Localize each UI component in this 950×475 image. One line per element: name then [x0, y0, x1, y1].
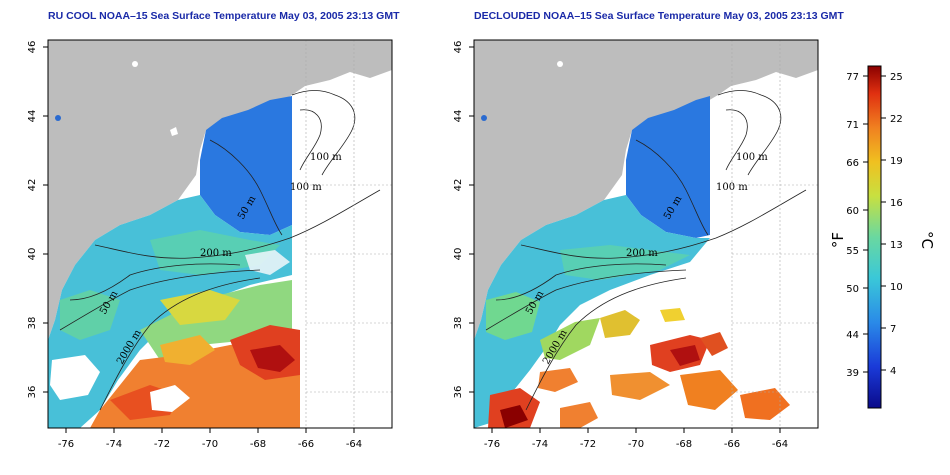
x-tick: -64: [772, 439, 788, 450]
x-tick: -70: [628, 439, 644, 450]
x-tick: -74: [106, 439, 122, 450]
colorbar-f-tick: 60: [846, 206, 859, 217]
land-mass: [474, 40, 818, 340]
x-tick: -64: [346, 439, 362, 450]
y-tick: 42: [27, 179, 38, 192]
x-tick: -68: [676, 439, 692, 450]
colorbar-f-tick: 77: [846, 72, 859, 83]
axis-left: -76 -74 -72 -70 -68 -66 -64 46 44 42 40 …: [27, 41, 362, 450]
y-tick: 46: [27, 41, 38, 54]
sst-gulf-of-maine: [200, 96, 292, 235]
x-tick: -66: [298, 439, 314, 450]
sst-map-left: 100 m 100 m 200 m 50 m 50 m 2000 m: [47, 39, 393, 429]
colorbar-c-tick: 7: [890, 324, 896, 335]
x-tick: -66: [724, 439, 740, 450]
colorbar-f-tick: 50: [846, 284, 859, 295]
colorbar-f-tick: 55: [846, 246, 859, 257]
colorbar-f-tick: 44: [846, 330, 859, 341]
axis-right: -76 -74 -72 -70 -68 -66 -64 46 44 42 40 …: [453, 41, 788, 450]
x-tick: -76: [484, 439, 500, 450]
colorbar-c-tick: 22: [890, 114, 903, 125]
colorbar-c-tick: 19: [890, 156, 903, 167]
sst-map-right: 100 m 100 m 200 m 50 m 50 m 2000 m: [473, 39, 819, 429]
y-tick: 46: [453, 41, 464, 54]
y-tick: 44: [453, 110, 464, 123]
y-tick: 42: [453, 179, 464, 192]
colorbar-f-tick: 39: [846, 368, 859, 379]
contour-label: 100 m: [736, 152, 768, 163]
y-tick: 36: [27, 386, 38, 399]
colorbar-c-tick: 13: [890, 240, 903, 251]
contour-label: 100 m: [310, 152, 342, 163]
y-tick: 38: [453, 317, 464, 330]
x-tick: -72: [580, 439, 596, 450]
x-tick: -68: [250, 439, 266, 450]
y-tick: 44: [27, 110, 38, 123]
contour-label: 100 m: [290, 182, 322, 193]
x-tick: -74: [532, 439, 548, 450]
contour-label: 200 m: [200, 248, 232, 259]
map-title-left: RU COOL NOAA–15 Sea Surface Temperature …: [48, 10, 400, 22]
colorbar-f-tick: 66: [846, 158, 859, 169]
y-tick: 40: [453, 248, 464, 261]
colorbar-f-tick: 71: [846, 120, 859, 131]
colorbar-unit-f: °F: [829, 232, 847, 248]
map-title-right: DECLOUDED NOAA–15 Sea Surface Temperatur…: [474, 10, 844, 22]
x-tick: -72: [154, 439, 170, 450]
land-mass: [48, 40, 392, 340]
x-tick: -76: [58, 439, 74, 450]
colorbar-unit-c: °C: [918, 231, 936, 249]
y-tick: 36: [453, 386, 464, 399]
y-tick: 40: [27, 248, 38, 261]
colorbar-c-tick: 16: [890, 198, 903, 209]
colorbar-c-tick: 4: [890, 366, 896, 377]
y-tick: 38: [27, 317, 38, 330]
colorbar: 77 71 66 60 55 50 44 39 25 22 19 16 13 1…: [829, 65, 936, 409]
contour-label: 100 m: [716, 182, 748, 193]
colorbar-c-tick: 25: [890, 72, 903, 83]
x-tick: -70: [202, 439, 218, 450]
sst-gulf-of-maine: [626, 96, 710, 238]
colorbar-c-tick: 10: [890, 282, 903, 293]
contour-label: 200 m: [626, 248, 658, 259]
